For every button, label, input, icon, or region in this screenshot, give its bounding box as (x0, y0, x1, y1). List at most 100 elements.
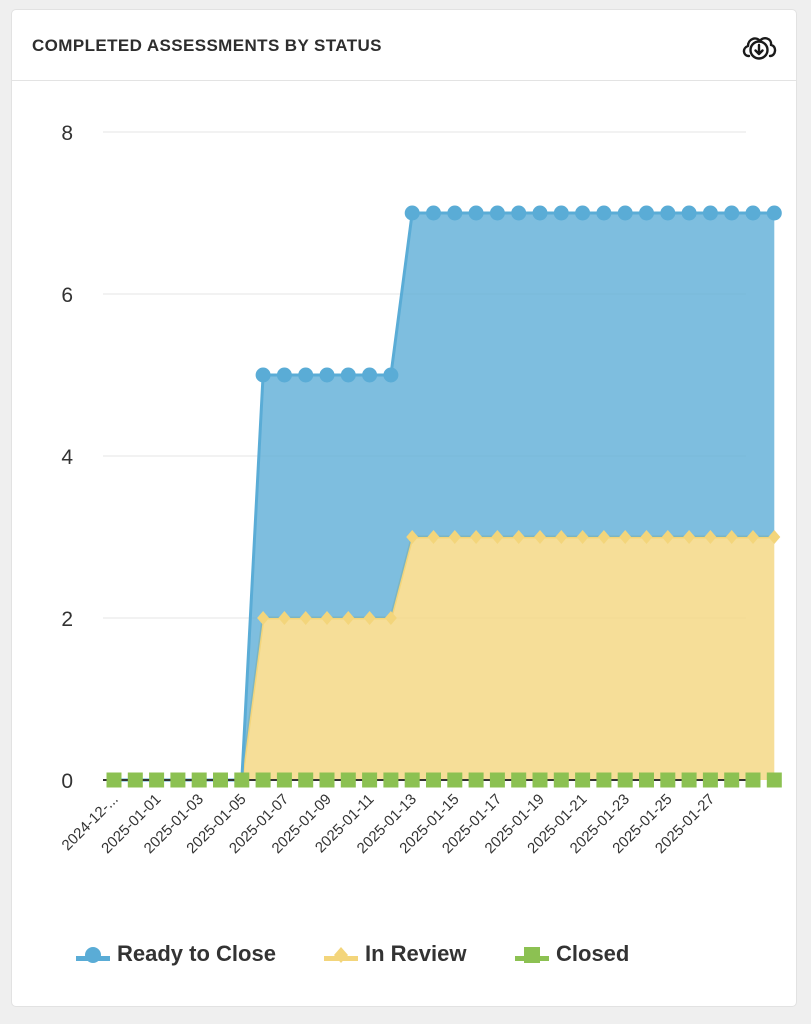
in-review-point (470, 530, 483, 544)
ready-to-close-point (596, 205, 612, 221)
closed-point (170, 772, 186, 788)
in-review-point (597, 530, 610, 544)
closed-point (426, 772, 441, 788)
closed-point (575, 772, 591, 788)
closed-point (724, 772, 740, 788)
closed-point (660, 772, 676, 788)
legend-label: In Review (365, 941, 467, 966)
closed-point (489, 772, 505, 788)
legend-marker-square (515, 947, 549, 963)
legend-marker-circle (76, 947, 110, 963)
closed-point (213, 772, 228, 788)
y-tick-label: 8 (61, 122, 73, 145)
y-tick-label: 6 (61, 284, 73, 307)
chart-title: COMPLETED ASSESSMENTS BY STATUS (32, 36, 382, 55)
in-review-point (363, 611, 376, 625)
in-review-point (576, 530, 589, 544)
in-review-point (619, 530, 632, 544)
ready-to-close-point (426, 205, 441, 221)
area-ready-to-close (114, 213, 775, 780)
in-review-point (406, 530, 419, 544)
closed-point (511, 772, 527, 788)
in-review-point (427, 530, 440, 544)
ready-to-close-point (447, 205, 463, 221)
ready-to-close-point (575, 205, 591, 221)
closed-point (149, 772, 165, 788)
area-chart: 024682024-12-...2025-01-012025-01-032025… (59, 122, 782, 857)
closed-point (532, 772, 548, 788)
ready-to-close-point (255, 367, 271, 383)
closed-point (404, 772, 420, 788)
y-tick-label: 0 (61, 770, 73, 793)
ready-to-close-point (724, 205, 740, 221)
in-review-point (512, 530, 525, 544)
in-review-point (768, 530, 781, 544)
ready-to-close-point (617, 205, 633, 221)
in-review-point (747, 530, 759, 544)
ready-to-close-point (532, 205, 548, 221)
closed-point (383, 772, 399, 788)
in-review-point (555, 530, 568, 544)
closed-point (681, 772, 697, 788)
closed-point (276, 772, 292, 788)
ready-to-close-point (404, 205, 420, 221)
in-review-point (704, 530, 717, 544)
in-review-point (299, 611, 312, 625)
closed-point (234, 772, 250, 788)
in-review-point (321, 611, 333, 625)
closed-point (298, 772, 314, 788)
closed-point (447, 772, 463, 788)
ready-to-close-point (489, 205, 505, 221)
closed-point (617, 772, 633, 788)
ready-to-close-point (298, 367, 314, 383)
ready-to-close-point (553, 205, 569, 221)
closed-point (596, 772, 612, 788)
closed-point (191, 772, 207, 788)
ready-to-close-point (362, 367, 378, 383)
ready-to-close-point (766, 205, 782, 221)
ready-to-close-point (276, 367, 292, 383)
in-review-point (491, 530, 504, 544)
in-review-point (725, 530, 738, 544)
ready-to-close-point (639, 205, 654, 221)
closed-point (702, 772, 718, 788)
in-review-point (683, 530, 696, 544)
ready-to-close-point (660, 205, 676, 221)
closed-point (255, 772, 271, 788)
closed-point (553, 772, 569, 788)
closed-point (106, 772, 122, 788)
closed-point (745, 772, 761, 788)
y-tick-label: 2 (61, 608, 73, 631)
in-review-point (534, 530, 546, 544)
download-button[interactable] (740, 30, 778, 64)
ready-to-close-point (702, 205, 718, 221)
ready-to-close-point (681, 205, 697, 221)
ready-to-close-point (383, 367, 399, 383)
in-review-point (448, 530, 461, 544)
closed-point (340, 772, 356, 788)
ready-to-close-point (340, 367, 356, 383)
closed-point (127, 772, 143, 788)
ready-to-close-point (319, 367, 335, 383)
closed-point (319, 772, 335, 788)
in-review-point (384, 611, 397, 625)
y-tick-label: 4 (61, 446, 73, 469)
closed-point (362, 772, 378, 788)
in-review-point (661, 530, 674, 544)
ready-to-close-point (468, 205, 484, 221)
closed-point (639, 772, 654, 788)
card-header: COMPLETED ASSESSMENTS BY STATUS (12, 10, 796, 81)
legend-label: Closed (556, 941, 630, 966)
in-review-point (342, 611, 355, 625)
ready-to-close-point (745, 205, 761, 221)
in-review-point (640, 530, 653, 544)
chart-legend: Ready to Close In Review Closed (0, 936, 811, 966)
area-in-review (114, 537, 775, 780)
in-review-point (257, 611, 270, 625)
closed-point (468, 772, 484, 788)
legend-label: Ready to Close (117, 941, 276, 966)
ready-to-close-point (511, 205, 527, 221)
in-review-point (278, 611, 291, 625)
closed-point (766, 772, 782, 788)
cloud-download-icon (742, 37, 777, 60)
